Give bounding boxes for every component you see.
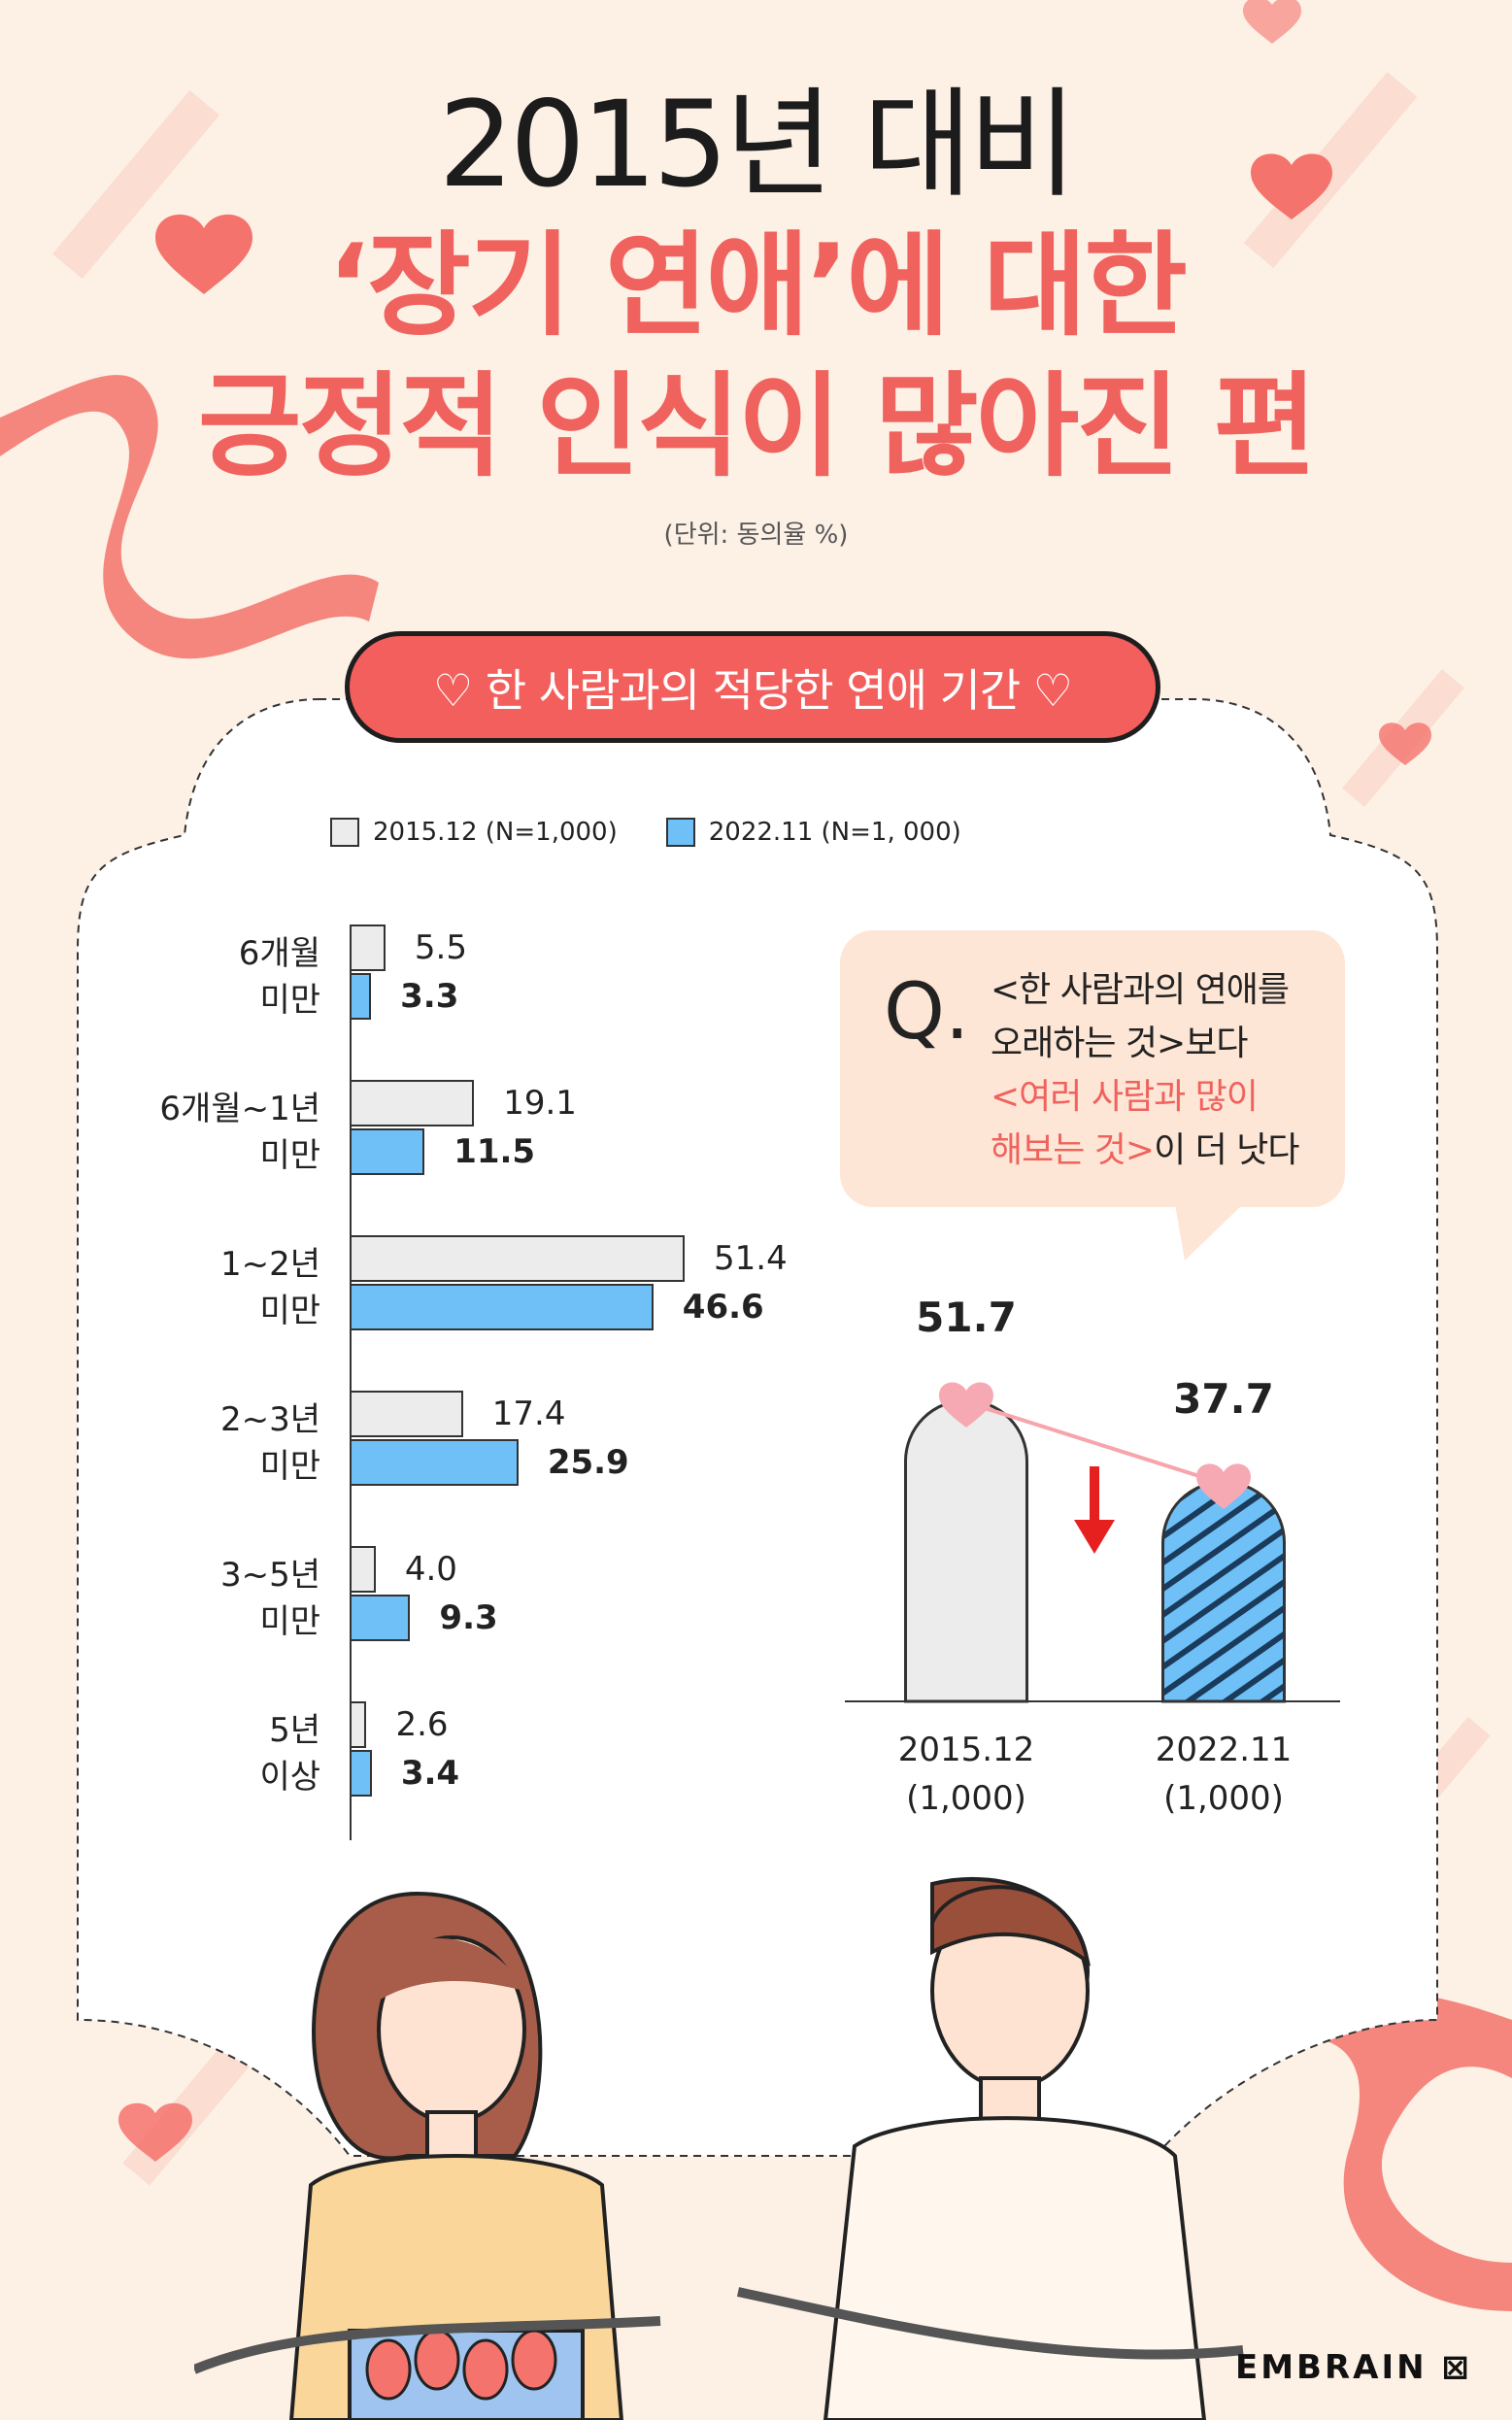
- man-figure: [823, 1876, 1207, 2420]
- bar-value-label: 46.6: [682, 1288, 764, 1327]
- category-label-line: 5년: [269, 1711, 320, 1750]
- bar-value-label: 19.1: [503, 1084, 577, 1123]
- question-line-1: <한 사람과의 연애를: [991, 970, 1290, 1010]
- heart-icon: [1379, 723, 1431, 765]
- bar-2015: [350, 1701, 367, 1748]
- bar-value-label: 11.5: [454, 1132, 536, 1171]
- unit-note: (단위: 동의율 %): [663, 521, 849, 550]
- heart-icon: [1251, 153, 1332, 219]
- column-category-label: (1,000): [1163, 1779, 1284, 1818]
- bar-2022: [350, 1595, 411, 1641]
- category-label-line: 이상: [259, 1758, 320, 1797]
- legend: 2015.12 (N=1,000) 2022.11 (N=1, 000): [330, 818, 961, 847]
- bar-2015: [350, 1391, 463, 1437]
- ribbon-decoration-right: [1321, 1992, 1512, 2311]
- heart-icon: [155, 214, 252, 294]
- category-label-line: 미만: [259, 1447, 320, 1486]
- bar-value-label: 2.6: [395, 1705, 449, 1744]
- bar-2022: [350, 1439, 519, 1486]
- title-line-2: ‘장기 연애’에 대한: [327, 220, 1188, 352]
- title-line-3: 긍정적 인식이 많아진 편: [197, 361, 1317, 492]
- trend-line: [965, 1400, 1225, 1486]
- bar-2022: [350, 1750, 372, 1797]
- column-category-label: 2022.11: [1155, 1731, 1293, 1769]
- category-label-line: 미만: [259, 1292, 320, 1330]
- question-line-4: 해보는 것>이 더 낫다: [991, 1130, 1299, 1170]
- category-label-line: 미만: [259, 1602, 320, 1641]
- legend-swatch-2015: [330, 818, 359, 847]
- speech-tail: [1175, 1204, 1243, 1260]
- bar-value-label: 4.0: [404, 1550, 457, 1589]
- bar-2022: [350, 1284, 654, 1330]
- bar-value-label: 25.9: [547, 1443, 629, 1482]
- column-value-label: 51.7: [916, 1294, 1017, 1341]
- bar-value-label: 9.3: [439, 1598, 498, 1637]
- legend-swatch-2022: [665, 818, 695, 847]
- category-label-line: 3~5년: [219, 1556, 320, 1595]
- heart-icon: [118, 2102, 192, 2162]
- legend-label-2022: 2022.11 (N=1, 000): [708, 818, 961, 847]
- column-bar-2022: [1161, 1480, 1286, 1703]
- bar-2015: [350, 1546, 376, 1593]
- column-bar-2015: [904, 1398, 1028, 1703]
- category-label-line: 2~3년: [219, 1400, 320, 1439]
- column-category-label: (1,000): [906, 1779, 1026, 1818]
- bar-value-label: 17.4: [491, 1395, 566, 1433]
- bar-value-label: 5.5: [414, 928, 467, 967]
- down-arrow-icon: [1074, 1466, 1115, 1554]
- heart-marker-icon: [939, 1382, 993, 1428]
- bar-2015: [350, 1080, 475, 1126]
- bar-2022: [350, 1128, 425, 1175]
- heart-icon: [1243, 0, 1301, 44]
- brand-name: EMBRAIN: [1235, 2348, 1428, 2387]
- category-label-line: 미만: [259, 981, 320, 1020]
- category-label-line: 미만: [259, 1136, 320, 1175]
- legend-label-2015: 2015.12 (N=1,000): [373, 818, 618, 847]
- column-category-label: 2015.12: [897, 1731, 1035, 1769]
- bar-2015: [350, 924, 386, 971]
- couple-illustration: [194, 1876, 1244, 2420]
- question-mark: Q.: [884, 966, 970, 1057]
- section-pill: ♡ 한 사람과의 적당한 연애 기간 ♡: [345, 631, 1160, 743]
- bar-value-label: 3.3: [400, 977, 459, 1016]
- bar-value-label: 51.4: [714, 1239, 788, 1278]
- question-line-3: <여러 사람과 많이: [991, 1077, 1259, 1117]
- category-label-line: 6개월~1년: [159, 1090, 320, 1128]
- diagonal-stripe: [51, 89, 220, 280]
- brand-logo: EMBRAIN ⊠: [1235, 2348, 1472, 2387]
- category-label-line: 6개월: [238, 934, 320, 973]
- brand-mark-icon: ⊠: [1441, 2348, 1472, 2387]
- category-label-line: 1~2년: [219, 1245, 320, 1284]
- chart-axis-line: [350, 927, 352, 1840]
- title-line-1: 2015년 대비: [438, 76, 1078, 214]
- question-line-2: 오래하는 것>보다: [991, 1024, 1248, 1063]
- question-box: [840, 930, 1345, 1207]
- bar-2022: [350, 973, 372, 1020]
- bar-2015: [350, 1235, 685, 1282]
- bar-value-label: 3.4: [400, 1754, 460, 1793]
- ribbon-decoration-left: [0, 375, 379, 659]
- column-value-label: 37.7: [1173, 1374, 1274, 1423]
- heart-marker-icon: [1196, 1463, 1251, 1509]
- woman-figure: [288, 1891, 624, 2420]
